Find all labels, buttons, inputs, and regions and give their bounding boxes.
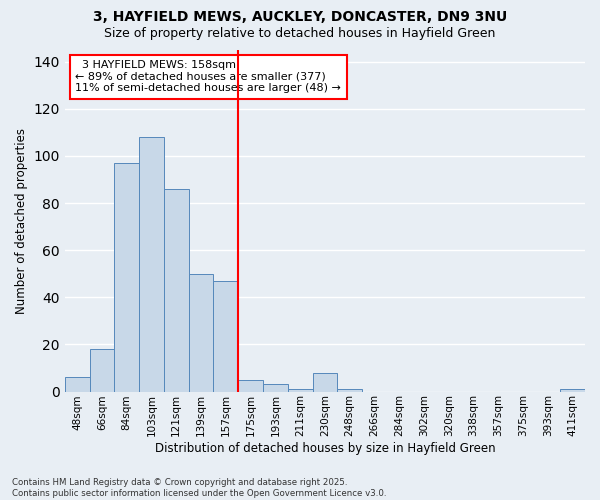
Bar: [313, 372, 337, 392]
Text: 3 HAYFIELD MEWS: 158sqm
← 89% of detached houses are smaller (377)
11% of semi-d: 3 HAYFIELD MEWS: 158sqm ← 89% of detache…: [75, 60, 341, 94]
Bar: [337, 389, 362, 392]
Bar: [164, 189, 188, 392]
Bar: [214, 281, 238, 392]
Text: Contains HM Land Registry data © Crown copyright and database right 2025.
Contai: Contains HM Land Registry data © Crown c…: [12, 478, 386, 498]
Bar: [115, 163, 139, 392]
Bar: [288, 389, 313, 392]
Y-axis label: Number of detached properties: Number of detached properties: [15, 128, 28, 314]
X-axis label: Distribution of detached houses by size in Hayfield Green: Distribution of detached houses by size …: [155, 442, 495, 455]
Bar: [560, 389, 585, 392]
Text: Size of property relative to detached houses in Hayfield Green: Size of property relative to detached ho…: [104, 28, 496, 40]
Bar: [65, 378, 89, 392]
Bar: [89, 349, 115, 392]
Bar: [188, 274, 214, 392]
Bar: [238, 380, 263, 392]
Text: 3, HAYFIELD MEWS, AUCKLEY, DONCASTER, DN9 3NU: 3, HAYFIELD MEWS, AUCKLEY, DONCASTER, DN…: [93, 10, 507, 24]
Bar: [139, 137, 164, 392]
Bar: [263, 384, 288, 392]
